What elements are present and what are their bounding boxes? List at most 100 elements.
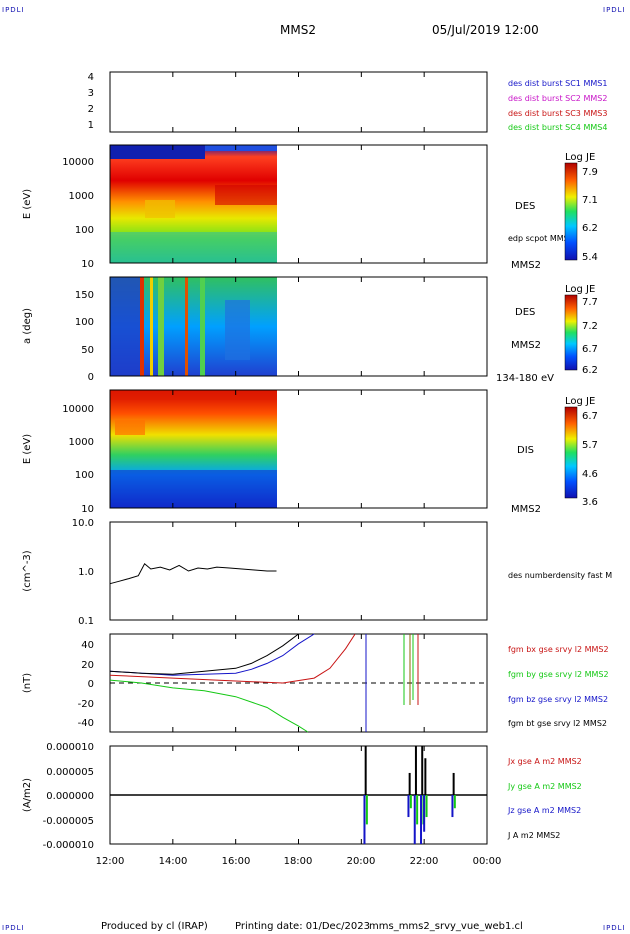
- p1-ytick-3: 3: [88, 88, 94, 99]
- p3-sc-label: MMS2: [511, 340, 541, 351]
- p2-cb-tick-3: 5.4: [582, 252, 598, 263]
- p5-ylabel: (cm^-3): [22, 550, 33, 591]
- p2-bottom-label: MMS2: [511, 260, 541, 271]
- xtick-0000: 00:00: [473, 856, 502, 867]
- p4-ylabel: E (eV): [22, 434, 33, 464]
- p3-cb-tick-2: 6.7: [582, 344, 598, 355]
- p7-ytick-0: 0.000000: [46, 791, 94, 802]
- bfield-line-3: [109, 633, 299, 675]
- p4-instrument: DIS: [517, 445, 534, 456]
- p7-legend-jz: Jz gse A m2 MMS2: [507, 806, 581, 815]
- p4-bottom-label: MMS2: [511, 504, 541, 515]
- p7-ylabel: (A/m2): [22, 778, 33, 812]
- p5-ytick-10: 10.0: [72, 518, 94, 529]
- bfield-series-group: [109, 633, 356, 733]
- p5-ytick-0.1: 0.1: [78, 616, 94, 627]
- current-spike-group: [363, 746, 456, 844]
- p1-legend-sc3: des dist burst SC3 MMS3: [508, 109, 607, 118]
- p2-cb-tick-2: 6.2: [582, 223, 598, 234]
- bfield-line-1: [109, 679, 309, 733]
- spacecraft-title: MMS2: [280, 23, 316, 37]
- bfield-line-0: [109, 633, 356, 684]
- p6-ytick-40: 40: [81, 640, 94, 651]
- p3-ytick-100: 100: [75, 317, 94, 328]
- p7-ytick-neg10: -0.000010: [43, 840, 94, 851]
- p3-colorbar: Log JE 7.7 7.2 6.7 6.2: [564, 284, 598, 376]
- panel-burst: 4 3 2 1 des dist burst SC1 MMS1 des dist…: [88, 71, 607, 133]
- p2-colorbar: Log JE 7.9 7.1 6.2 5.4: [564, 152, 598, 263]
- p1-ytick-2: 2: [88, 104, 94, 115]
- panel-current: 0.000010 0.000005 0.000000 -0.000005 -0.…: [22, 742, 582, 851]
- p7-ytick-neg5: -0.000005: [43, 816, 94, 827]
- p4-cb-tick-0: 6.7: [582, 411, 598, 422]
- p7-legend-jx: Jx gse A m2 MMS2: [507, 757, 582, 766]
- corner-label-top-right: IPDLI: [603, 6, 626, 14]
- p4-colorbar-title: Log JE: [565, 396, 595, 407]
- time-axis: 12:00 14:00 16:00 18:00 20:00 22:00 00:0…: [96, 72, 502, 867]
- p3-ylabel: a (deg): [22, 308, 33, 344]
- panel-density: 10.0 1.0 0.1 (cm^-3) des numberdensity f…: [22, 518, 612, 627]
- p7-legend-j: J A m2 MMS2: [507, 831, 560, 840]
- p7-legend-jy: Jy gse A m2 MMS2: [507, 782, 582, 791]
- p2-ytick-10: 10: [81, 259, 94, 270]
- p4-ytick-1000: 1000: [69, 437, 94, 448]
- p1-legend-sc2: des dist burst SC2 MMS2: [508, 94, 607, 103]
- p2-instrument: DES: [515, 201, 535, 212]
- p2-ytick-10000: 10000: [62, 157, 94, 168]
- p7-ytick-pos5: 0.000005: [46, 767, 94, 778]
- p3-colorbar-title: Log JE: [565, 284, 595, 295]
- p2-cb-tick-0: 7.9: [582, 167, 598, 178]
- p2-ylabel: E (eV): [22, 189, 33, 219]
- xtick-1600: 16:00: [222, 856, 251, 867]
- footer-produced-by: Produced by cl (IRAP): [101, 921, 208, 932]
- p3-ytick-0: 0: [88, 372, 94, 383]
- p6-ytick-m40: -40: [78, 718, 94, 729]
- date-title: 05/Jul/2019 12:00: [432, 23, 539, 37]
- p1-ytick-4: 4: [88, 72, 94, 83]
- xtick-2000: 20:00: [347, 856, 376, 867]
- p3-cb-tick-0: 7.7: [582, 297, 598, 308]
- p4-ytick-10000: 10000: [62, 404, 94, 415]
- p3-ytick-50: 50: [81, 345, 94, 356]
- panel-des-pitch: 150 100 50 0 a (deg) DES MMS2 134-180 eV…: [22, 276, 598, 384]
- p2-cb-tick-1: 7.1: [582, 195, 598, 206]
- p5-ytick-1: 1.0: [78, 567, 94, 578]
- bfield-line-2: [109, 633, 315, 676]
- panel-bfield: 40 20 0 -20 -40 (nT) fgm bx gse srvy l2 …: [22, 633, 609, 733]
- xtick-1200: 12:00: [96, 856, 125, 867]
- p2-ytick-1000: 1000: [69, 191, 94, 202]
- p4-colorbar: Log JE 6.7 5.7 4.6 3.6: [564, 396, 598, 508]
- p7-ytick-pos10: 0.000010: [46, 742, 94, 753]
- panel-density-frame: [109, 521, 488, 621]
- corner-label-bottom-left: IPDLI: [2, 924, 25, 932]
- footer-printing-date: Printing date: 01/Dec/2023: [235, 921, 370, 932]
- p6-ytick-0: 0: [88, 679, 94, 690]
- p3-cb-tick-3: 6.2: [582, 365, 598, 376]
- p3-cb-tick-1: 7.2: [582, 321, 598, 332]
- p6-legend-bx: fgm bx gse srvy l2 MMS2: [508, 645, 609, 654]
- p2-right-label: edp scpot MMS2: [508, 234, 574, 243]
- panel-des-energy: 10000 1000 100 10 E (eV) DES edp scpot M…: [22, 144, 598, 271]
- p4-cb-tick-3: 3.6: [582, 497, 598, 508]
- corner-label-top-left: IPDLI: [2, 6, 25, 14]
- p6-ytick-m20: -20: [78, 699, 94, 710]
- p4-cb-tick-2: 4.6: [582, 469, 598, 480]
- panel-burst-frame: [109, 71, 488, 133]
- p4-ytick-100: 100: [75, 470, 94, 481]
- p4-cb-tick-1: 5.7: [582, 440, 598, 451]
- dis-energy-spectrogram: [110, 390, 277, 508]
- corner-label-bottom-right: IPDLI: [603, 924, 626, 932]
- bfield-spikes: [365, 634, 419, 732]
- p1-legend-sc4: des dist burst SC4 MMS4: [508, 123, 607, 132]
- xtick-1800: 18:00: [284, 856, 313, 867]
- p3-bottom-label: 134-180 eV: [496, 373, 554, 384]
- p6-legend-bt: fgm bt gse srvy l2 MMS2: [508, 719, 607, 728]
- p5-right-label: des numberdensity fast M: [508, 571, 612, 580]
- p3-ytick-150: 150: [75, 290, 94, 301]
- xtick-2200: 22:00: [410, 856, 439, 867]
- xtick-1400: 14:00: [159, 856, 188, 867]
- panel-dis-energy: 10000 1000 100 10 E (eV) DIS MMS2 Log JE…: [22, 389, 598, 515]
- p2-ytick-100: 100: [75, 225, 94, 236]
- des-energy-spectrogram: [110, 145, 277, 263]
